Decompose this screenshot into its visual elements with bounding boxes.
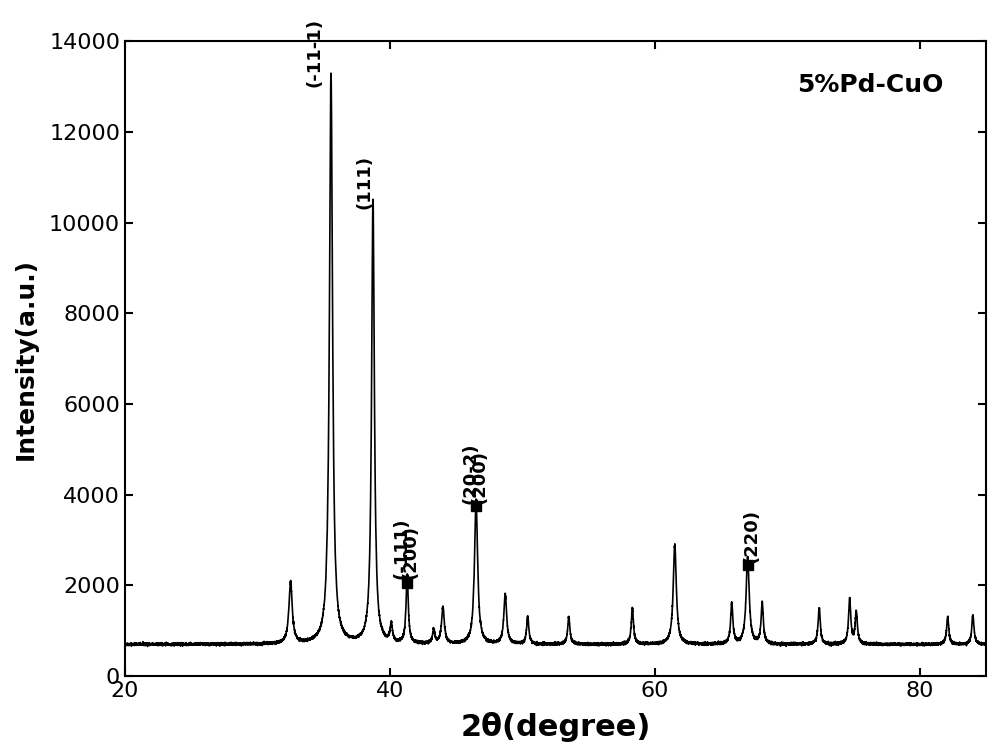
Text: (200): (200) (470, 450, 488, 503)
X-axis label: 2θ(degree): 2θ(degree) (460, 712, 651, 742)
Y-axis label: Intensity(a.u.): Intensity(a.u.) (14, 258, 38, 460)
Text: (220): (220) (743, 509, 761, 562)
Text: 5%Pd-CuO: 5%Pd-CuO (797, 73, 943, 97)
Text: (-11-1): (-11-1) (305, 17, 323, 87)
Text: (-111): (-111) (392, 517, 410, 578)
Text: (111): (111) (356, 155, 374, 209)
Text: (20-2): (20-2) (461, 442, 479, 503)
Text: (200): (200) (401, 525, 419, 578)
